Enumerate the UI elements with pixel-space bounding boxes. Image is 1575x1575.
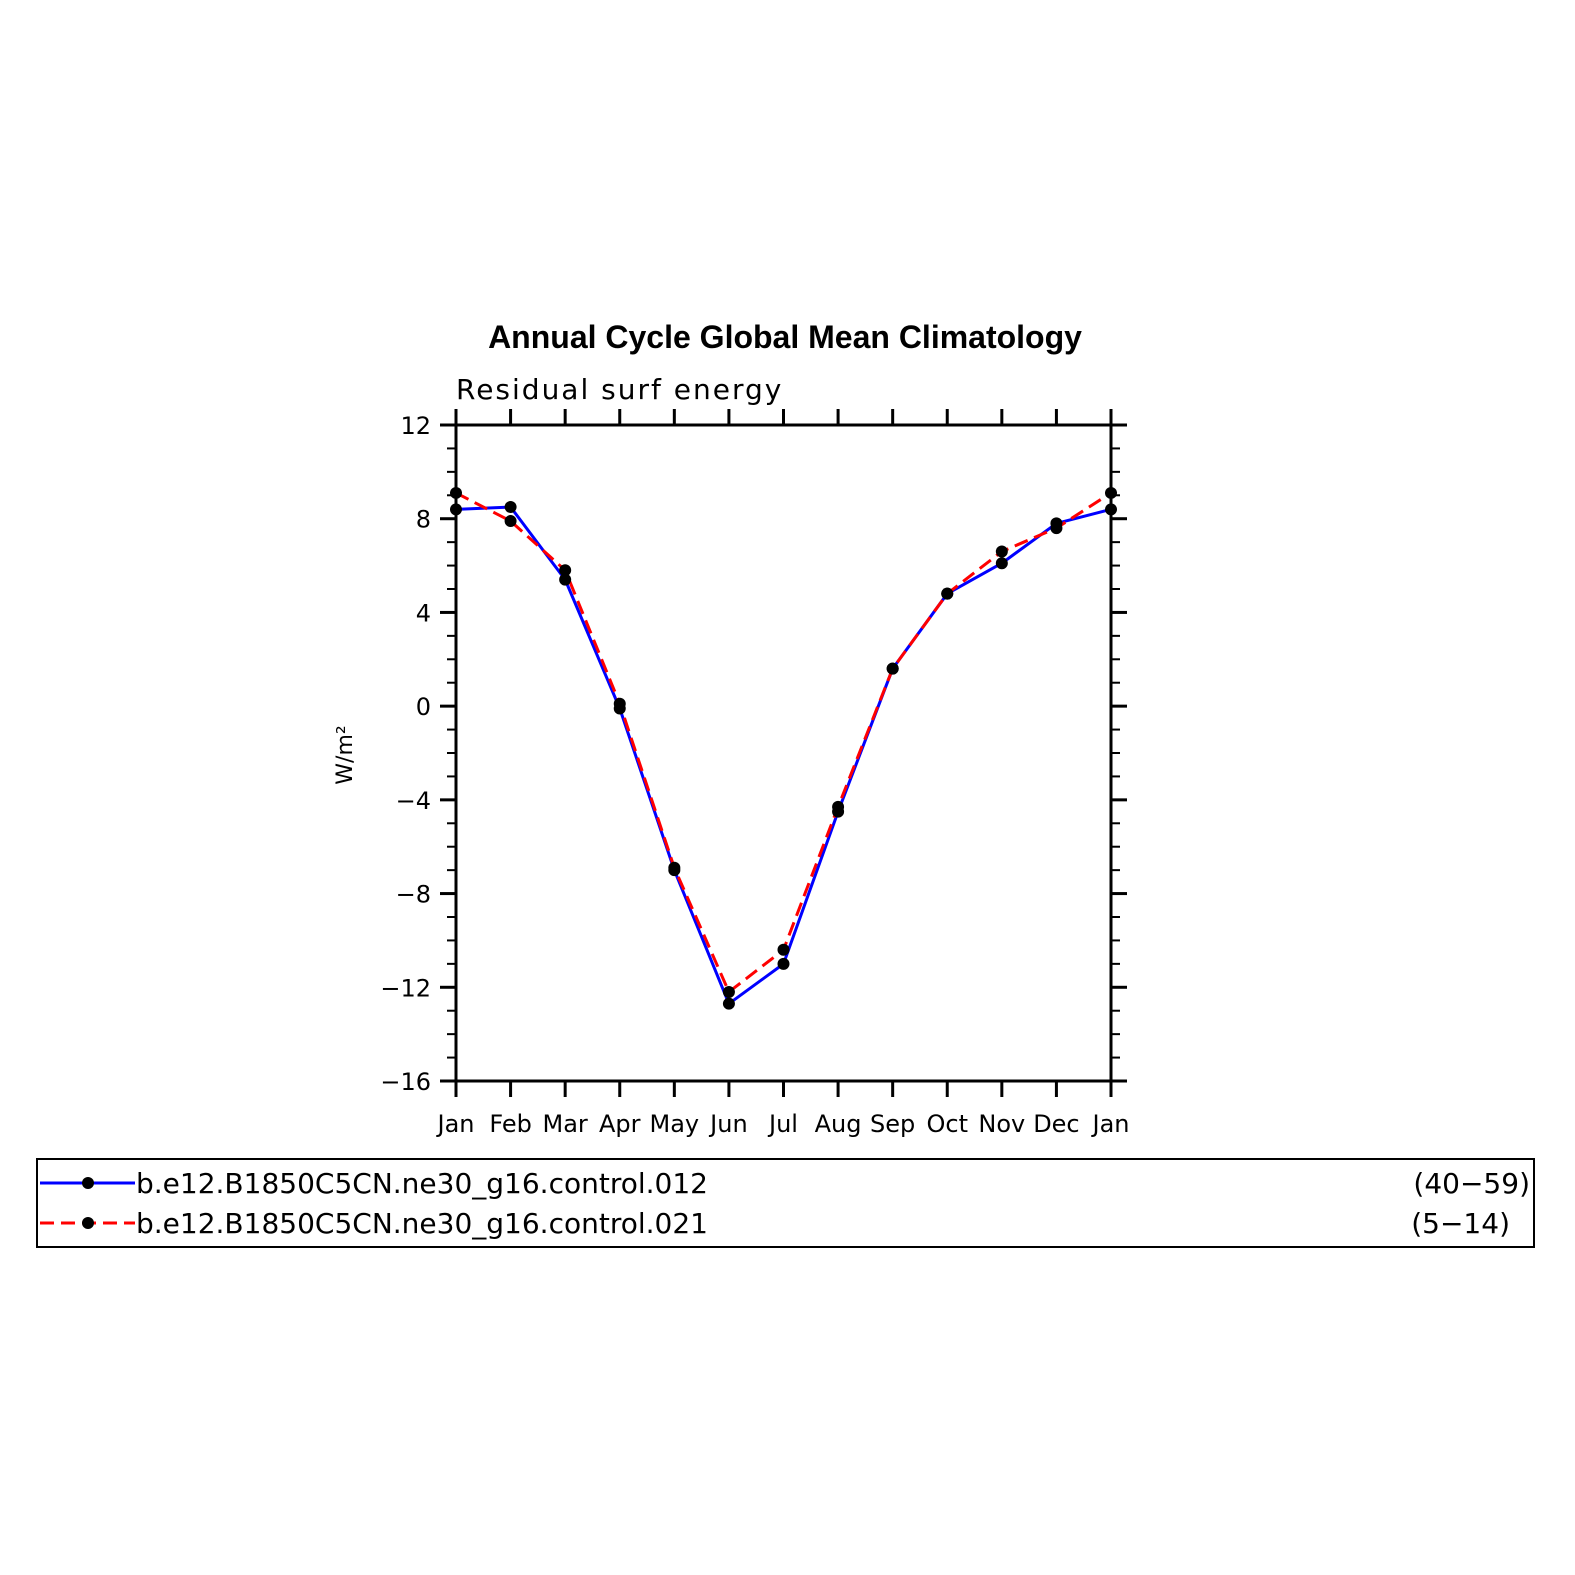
series-2-point — [777, 943, 790, 956]
series-1-point — [504, 501, 517, 513]
series-2-point — [1050, 522, 1063, 535]
x-tick-label: Nov — [978, 1110, 1025, 1138]
x-tick-label: Jan — [436, 1110, 475, 1138]
axis-ticks — [440, 409, 1127, 1097]
series-1-point — [559, 573, 572, 586]
x-tick-label: Jan — [1091, 1110, 1130, 1138]
series-1-point — [995, 557, 1008, 570]
y-axis-label: W/m² — [333, 725, 358, 784]
legend-box — [36, 1158, 1535, 1248]
series-line-2 — [455, 491, 1112, 994]
legend-label-series-1: b.e12.B1850C5CN.ne30_g16.control.012 — [136, 1167, 708, 1200]
series-line-1 — [455, 505, 1112, 1006]
series-2-point — [450, 486, 462, 499]
x-tick-label: Jul — [767, 1110, 798, 1138]
chart-subtitle: Residual surf energy — [456, 373, 783, 406]
x-tick-label: Sep — [870, 1110, 915, 1138]
y-tick-label: 12 — [400, 412, 431, 440]
x-tick-label: Feb — [489, 1110, 532, 1138]
series-2-point — [941, 587, 954, 600]
x-tick-label: Mar — [543, 1110, 588, 1138]
series-1-point — [450, 503, 462, 516]
plot-frame — [454, 423, 1113, 1083]
legend-years-series-2: (5−14) — [1411, 1207, 1510, 1240]
series-layer — [450, 486, 1117, 1010]
series-2-point — [613, 697, 626, 710]
y-tick-label: −4 — [396, 787, 431, 815]
x-tick-label: Jun — [708, 1110, 748, 1138]
x-tick-label: Oct — [927, 1110, 969, 1138]
series-1-point — [777, 957, 790, 970]
x-tick-label: Aug — [815, 1110, 862, 1138]
legend: b.e12.B1850C5CN.ne30_g16.control.012 (40… — [36, 1158, 1535, 1248]
series-2-point — [832, 800, 845, 813]
series-1-point — [1105, 503, 1117, 516]
series-2-point — [1105, 486, 1117, 499]
y-tick-label: −16 — [380, 1068, 431, 1096]
y-tick-label: −8 — [396, 881, 431, 909]
series-2-point — [995, 545, 1008, 558]
x-tick-labels: Jan Feb Mar Apr May Jun Jul Aug Sep Oct Nov Dec Jan — [436, 1110, 1130, 1138]
y-tick-label: −12 — [380, 974, 431, 1002]
series-2-point — [668, 861, 681, 874]
y-tick-label: 8 — [416, 506, 431, 534]
chart-title: Annual Cycle Global Mean Climatology — [488, 319, 1082, 355]
series-2-point — [722, 985, 735, 998]
x-tick-label: Dec — [1033, 1110, 1079, 1138]
legend-label-series-2: b.e12.B1850C5CN.ne30_g16.control.021 — [136, 1207, 708, 1240]
y-tick-labels: 12 8 4 0 −4 −8 −12 −16 — [380, 412, 431, 1096]
y-tick-label: 0 — [416, 693, 431, 721]
series-1-point — [722, 997, 735, 1010]
x-tick-label: Apr — [599, 1110, 641, 1138]
series-2-point — [886, 662, 899, 675]
x-tick-label: May — [650, 1110, 700, 1138]
legend-years-series-1: (40−59) — [1413, 1167, 1530, 1200]
legend-marker-series-1 — [82, 1177, 94, 1189]
legend-marker-series-2 — [82, 1217, 94, 1229]
series-2-point — [504, 515, 517, 528]
y-tick-label: 4 — [416, 599, 431, 627]
series-2-point — [559, 564, 572, 577]
